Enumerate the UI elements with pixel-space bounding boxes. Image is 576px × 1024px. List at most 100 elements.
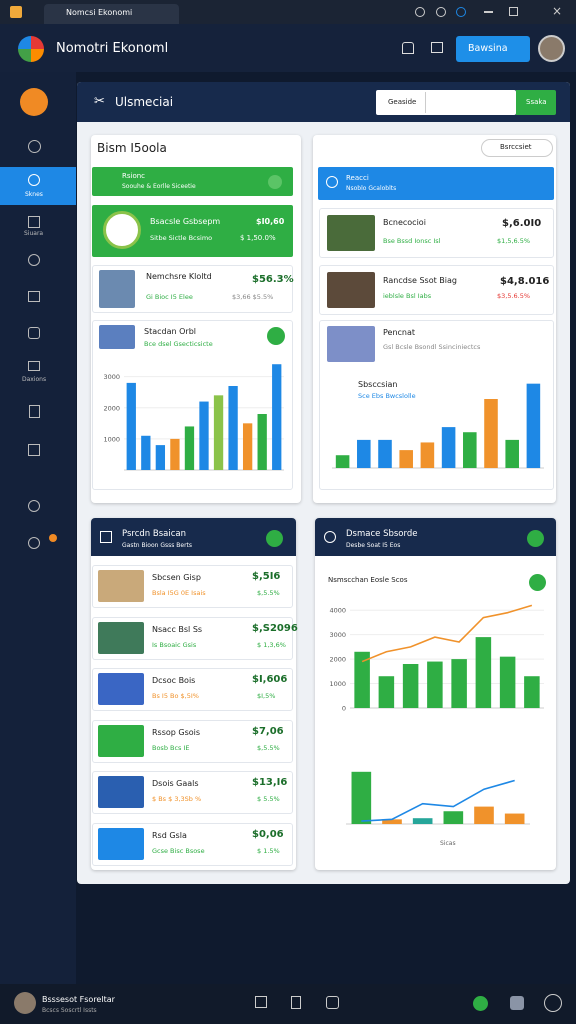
item-sub: Bs I5 Bo $,5I% [152, 692, 199, 700]
item-title: Nsacc Bsl Ss [152, 624, 203, 634]
card-header [91, 518, 296, 556]
item-value: $I,606 [252, 674, 288, 685]
tab-title: Nomcsi Ekonomi [66, 8, 133, 17]
line [361, 779, 515, 822]
bar [213, 395, 224, 470]
close[interactable]: × [552, 4, 563, 18]
panel-title: Ulsmeciai [115, 95, 174, 109]
item-value: $,S2096 [252, 622, 298, 634]
item-value: $,5I6 [252, 571, 281, 582]
card-title: Bism I5oola [97, 141, 167, 155]
sidebar-icon[interactable] [29, 405, 40, 418]
bar [420, 442, 435, 468]
sidebar-icon[interactable] [28, 140, 41, 153]
minimize[interactable] [484, 11, 493, 13]
item-title: Bcnecocioi [383, 218, 426, 227]
bar [475, 637, 492, 708]
action-button[interactable] [456, 36, 530, 62]
item-thumb [98, 673, 144, 705]
footer-icon[interactable] [510, 996, 524, 1010]
clock-icon [103, 211, 141, 249]
sidebar-icon[interactable] [28, 537, 40, 549]
item-change: $,5.5% [257, 589, 280, 597]
item-change: $3,5.6.5% [497, 292, 531, 300]
banner[interactable] [318, 167, 554, 200]
dropdown[interactable] [481, 139, 553, 157]
item-sub: Bosb Bcs IE [152, 743, 190, 752]
card-title: Dsmace Sbsorde [346, 529, 418, 539]
bar [170, 438, 180, 470]
chart-thumb [99, 325, 135, 349]
y-tick-label: 4000 [329, 607, 346, 615]
sidebar-icon[interactable] [28, 216, 40, 228]
search-box[interactable] [376, 90, 516, 115]
bar [242, 423, 253, 470]
sidebar-icon[interactable] [28, 327, 40, 339]
sidebar-label: Siuara [24, 230, 44, 237]
chart-label: Sbsccsian [358, 380, 398, 389]
sidebar-icon[interactable] [28, 500, 40, 512]
card-icon [100, 531, 112, 543]
bar [378, 439, 392, 468]
sidebar-active[interactable] [0, 167, 76, 205]
item-change: $I,5% [257, 692, 276, 700]
chart-title: Stacdan Orbl [144, 327, 196, 336]
user-avatar[interactable] [14, 992, 36, 1014]
chart-action[interactable] [529, 574, 546, 591]
card-action[interactable] [266, 530, 283, 547]
sidebar-icon[interactable] [28, 254, 40, 266]
sidebar-icon[interactable] [28, 361, 40, 371]
chart-label: Nsmscchan Eosle Scos [328, 576, 408, 584]
banner-action[interactable] [268, 175, 282, 189]
bar [378, 676, 395, 708]
bar [126, 382, 136, 470]
chart-action[interactable] [267, 327, 285, 345]
dropdown-label: Bsrccsiet [500, 143, 532, 151]
item-change: $,5.5% [257, 743, 280, 752]
footer-icon[interactable] [291, 996, 301, 1009]
footer-icon[interactable] [544, 994, 562, 1012]
window-icon[interactable] [456, 7, 466, 17]
item-title: Sbcsen Gisp [152, 573, 201, 582]
logo [18, 36, 44, 62]
y-tick-label: 3000 [329, 631, 346, 639]
home-icon[interactable] [402, 42, 414, 54]
banner[interactable] [92, 167, 293, 196]
avatar[interactable] [538, 35, 565, 62]
bar [335, 455, 350, 468]
bar [499, 656, 516, 708]
item-sub: $ Bs $ 3,3Sb % [152, 795, 202, 803]
footer-icon[interactable] [255, 996, 267, 1008]
inbox-icon[interactable] [431, 42, 443, 53]
divider [425, 92, 426, 113]
window-icon[interactable] [436, 7, 446, 17]
window-icon[interactable] [415, 7, 425, 17]
footer-icon[interactable] [326, 996, 339, 1009]
bar [199, 401, 209, 470]
bar [351, 771, 372, 824]
card-action[interactable] [527, 530, 544, 547]
sidebar-icon[interactable] [28, 291, 40, 302]
item-thumb [98, 827, 144, 860]
item-sub: Sitbe Sictle Bcsimo [150, 234, 213, 242]
badge [49, 534, 57, 542]
banner-title: Rsionc [122, 172, 146, 180]
search-button[interactable] [516, 90, 556, 115]
bar [257, 414, 267, 470]
item-change: $1,5,6.5% [497, 237, 531, 245]
item-sub: ieblsle Bsl Iabs [383, 292, 432, 300]
card-icon [324, 531, 336, 543]
bar [412, 818, 433, 824]
footer-icon[interactable] [473, 996, 488, 1011]
sidebar-brand[interactable] [20, 88, 48, 116]
bar [399, 450, 413, 468]
item-sub: Gi Bioc I5 Elee [146, 293, 193, 301]
sidebar [0, 72, 76, 984]
chart-subtitle: Bce dsel Gsecticsicte [144, 340, 213, 348]
tab[interactable] [44, 4, 179, 24]
sidebar-icon[interactable] [28, 444, 40, 456]
maximize[interactable] [509, 7, 518, 16]
chart [346, 771, 530, 825]
y-tick-label: 2000 [329, 656, 346, 664]
